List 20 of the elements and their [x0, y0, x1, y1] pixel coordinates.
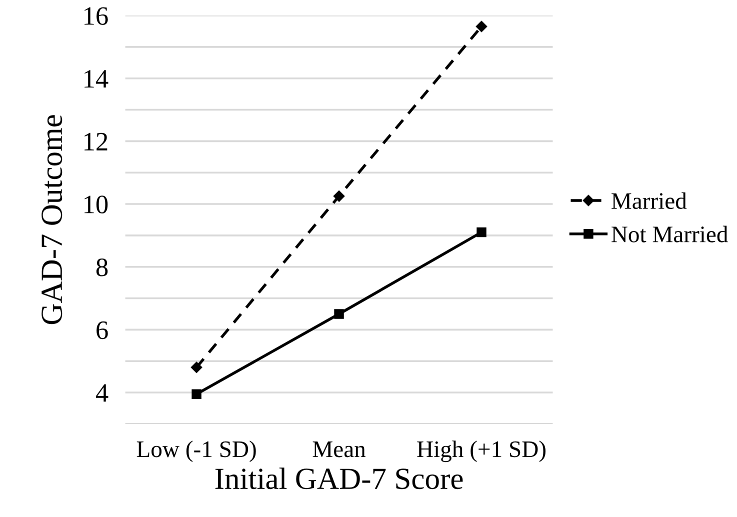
point	[192, 389, 202, 399]
point	[476, 20, 488, 32]
y-tick-label: 14	[84, 70, 108, 88]
y-axis-title: GAD-7 Outcome	[42, 115, 62, 324]
y-tick-label: 16	[84, 7, 108, 25]
y-tick-label: 12	[84, 132, 108, 150]
point	[476, 227, 486, 238]
point	[334, 309, 344, 319]
legend-label: Not Married	[612, 226, 728, 242]
x-tick-label: Low (-1 SD)	[136, 440, 256, 462]
x-axis-title: Initial GAD-7 Score	[215, 468, 463, 490]
legend-label: Married	[612, 192, 687, 210]
x-tick-label: High (+1 SD)	[417, 440, 546, 462]
y-tick-label: 4	[96, 384, 108, 402]
y-tick-label: 8	[96, 258, 108, 276]
x-tick-label: Mean	[312, 442, 366, 458]
point	[190, 362, 202, 373]
y-tick-label: 6	[96, 321, 108, 340]
y-tick-label: 10	[84, 196, 108, 214]
point	[333, 190, 345, 202]
